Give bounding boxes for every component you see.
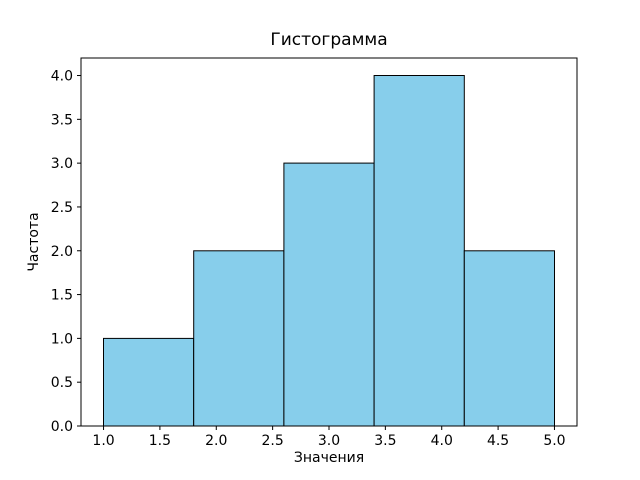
- x-tick-label: 2.0: [205, 433, 227, 449]
- y-axis-label: Частота: [26, 212, 42, 271]
- y-tick-label: 1.5: [51, 288, 73, 304]
- histogram-bar: [463, 250, 555, 427]
- y-tick-label: 4.0: [51, 69, 73, 85]
- x-tick-label: 1.0: [92, 433, 114, 449]
- histogram-bar: [103, 337, 195, 427]
- y-tick-label: 3.0: [51, 156, 73, 172]
- histogram-bar: [373, 75, 465, 427]
- y-tick-label: 2.0: [51, 244, 73, 260]
- x-axis-label: Значения: [294, 450, 364, 466]
- bars-group: [103, 75, 555, 427]
- histogram-bar: [193, 250, 285, 427]
- ticks-group: 1.0 1.5 2.0 2.5 3.0 3.5 4.0 4.5 5.0 0.0 0.5 1.0 1.5 2…: [51, 69, 566, 449]
- x-tick-label: 2.5: [262, 433, 284, 449]
- x-tick-label: 4.5: [487, 433, 509, 449]
- x-tick-label: 4.0: [431, 433, 453, 449]
- x-tick-label: 3.5: [374, 433, 396, 449]
- y-tick-label: 0.5: [51, 375, 73, 391]
- chart-title: Гистограмма: [270, 30, 387, 50]
- y-tick-label: 3.5: [51, 112, 73, 128]
- x-tick-label: 1.5: [149, 433, 171, 449]
- x-tick-label: 5.0: [543, 433, 565, 449]
- y-tick-label: 0.0: [51, 419, 73, 435]
- histogram-bar: [283, 162, 375, 427]
- x-tick-label: 3.0: [318, 433, 340, 449]
- y-tick-label: 2.5: [51, 200, 73, 216]
- y-tick-label: 1.0: [51, 331, 73, 347]
